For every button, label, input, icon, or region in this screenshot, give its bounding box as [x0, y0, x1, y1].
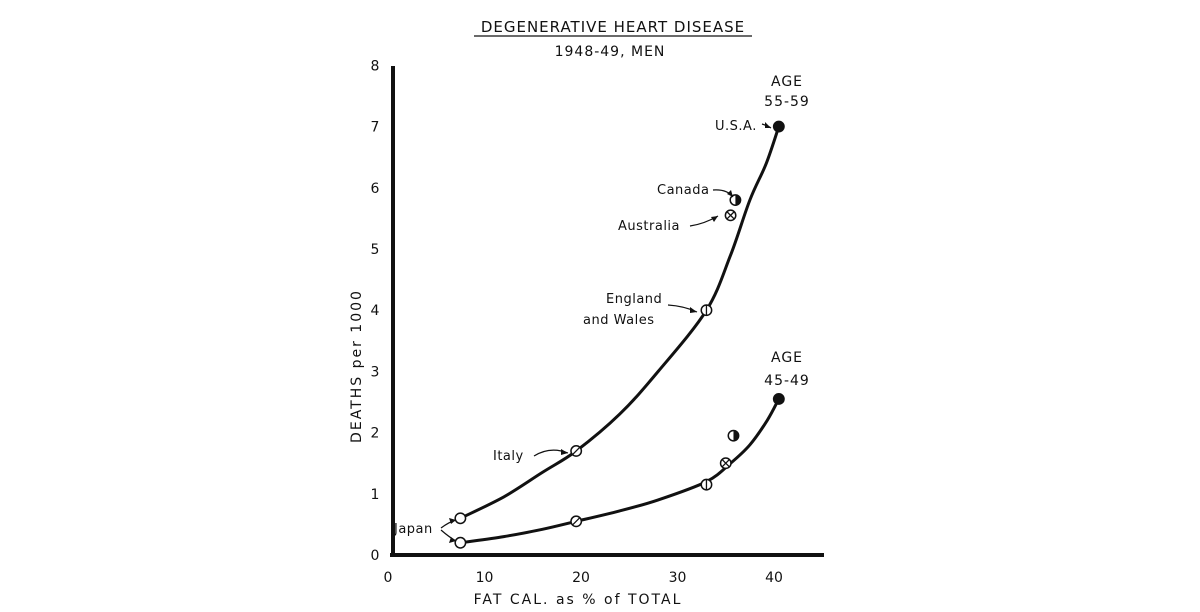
chart-subtitle: 1948-49, MEN [555, 44, 666, 60]
annotation-and-wales: and Wales [583, 313, 654, 328]
series-line-1 [460, 398, 781, 545]
annotation-england: England [606, 292, 662, 307]
arrowhead-italy [561, 449, 568, 455]
data-point-england-and-wales [700, 304, 713, 317]
annotation-japan: Japan [393, 522, 433, 537]
arrowhead-australia [711, 216, 718, 222]
annotation-italy: Italy [493, 449, 524, 464]
y-tick-label: 7 [371, 120, 380, 136]
y-tick-label: 5 [371, 242, 380, 258]
series-label-45-49-line2: 45-49 [764, 373, 810, 389]
data-point-england-and-wales [700, 478, 713, 491]
data-point-australia [719, 457, 732, 470]
y-tick-label: 0 [371, 548, 380, 564]
y-tick-label: 2 [371, 426, 380, 442]
data-point-canada [729, 194, 742, 206]
arrowhead-usa [765, 122, 771, 128]
series-label-45-49-line1: AGE [771, 350, 803, 366]
data-point-canada [727, 429, 740, 442]
y-tick-label: 6 [371, 181, 380, 197]
data-point-u-s-a [772, 120, 785, 133]
arrowhead-japan-upper [449, 518, 456, 524]
arrowhead-canada [727, 190, 733, 197]
x-axis-label: FAT CAL. as % of TOTAL [474, 592, 683, 608]
series-label-55-59-line2: 55-59 [764, 94, 810, 110]
annotation-usa: U.S.A. [715, 119, 757, 134]
annotation-australia: Australia [618, 219, 680, 234]
data-point-japan [454, 512, 467, 525]
y-tick-label: 4 [371, 303, 380, 319]
annotation-canada: Canada [657, 183, 709, 198]
data-point-australia [724, 209, 737, 222]
x-tick-labels: 0 10 20 30 40 [384, 570, 783, 586]
x-tick-label: 30 [669, 570, 687, 586]
chart-title: DEGENERATIVE HEART DISEASE [481, 18, 745, 36]
x-tick-label: 10 [476, 570, 494, 586]
arrowhead-england [690, 307, 697, 313]
y-tick-label: 1 [371, 487, 380, 503]
x-tick-label: 20 [572, 570, 590, 586]
y-tick-label: 3 [371, 364, 380, 380]
y-axis-label: DEATHS per 1000 [349, 289, 365, 443]
x-tick-label: 40 [765, 570, 783, 586]
x-tick-label: 0 [384, 570, 393, 586]
arrowhead-japan-lower [449, 537, 456, 543]
data-point-u-s-a [772, 392, 785, 405]
y-tick-labels: 0 1 2 3 4 5 6 7 8 [371, 58, 380, 564]
series-label-55-59-line1: AGE [771, 74, 803, 90]
series-line-0 [459, 126, 781, 520]
data-point-italy [570, 515, 583, 528]
data-point-japan [454, 536, 467, 549]
y-tick-label: 8 [371, 58, 380, 74]
data-point-italy [570, 445, 583, 457]
